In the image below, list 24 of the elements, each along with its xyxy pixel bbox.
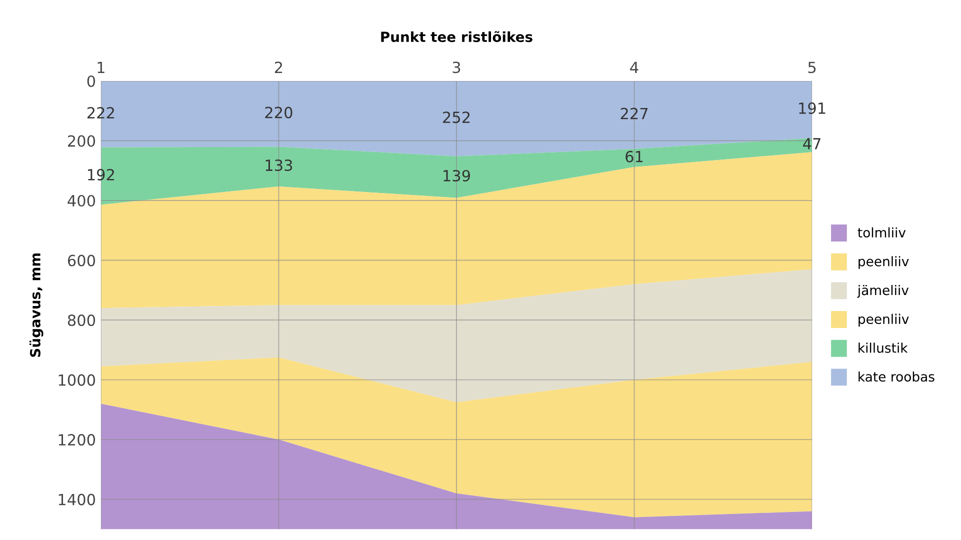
data-label: 139 xyxy=(444,170,470,182)
legend-label: peenliiv xyxy=(858,314,909,327)
y-tick-label: 800 xyxy=(68,314,96,326)
data-label: 192 xyxy=(88,168,114,180)
y-tick-label: 400 xyxy=(68,194,96,207)
y-tick-label: 0 xyxy=(87,75,96,88)
y-tick-label: 600 xyxy=(68,254,96,266)
x-tick-label: 1 xyxy=(98,62,104,73)
legend-label: tolmliiv xyxy=(858,227,906,238)
y-axis-title: Sügavus, mm xyxy=(30,253,44,357)
legend-label: peenliiv xyxy=(858,256,909,269)
legend-label: jämeliiv xyxy=(857,284,909,298)
x-tick-label: 2 xyxy=(274,62,282,73)
y-tick-label: 200 xyxy=(68,135,96,147)
y-tick-label: 1400 xyxy=(58,494,96,506)
y-tick-label: 1200 xyxy=(58,434,96,446)
x-tick-label: 5 xyxy=(808,62,816,74)
legend-label: killustik xyxy=(858,342,908,353)
x-tick-label: 3 xyxy=(452,62,460,74)
x-axis-title: Punkt tee ristlõikes xyxy=(381,31,532,42)
data-label: 133 xyxy=(266,159,292,172)
legend-label: kate roobas xyxy=(858,371,934,382)
x-tick-label: 4 xyxy=(630,62,638,73)
y-tick-label: 1000 xyxy=(58,374,96,386)
